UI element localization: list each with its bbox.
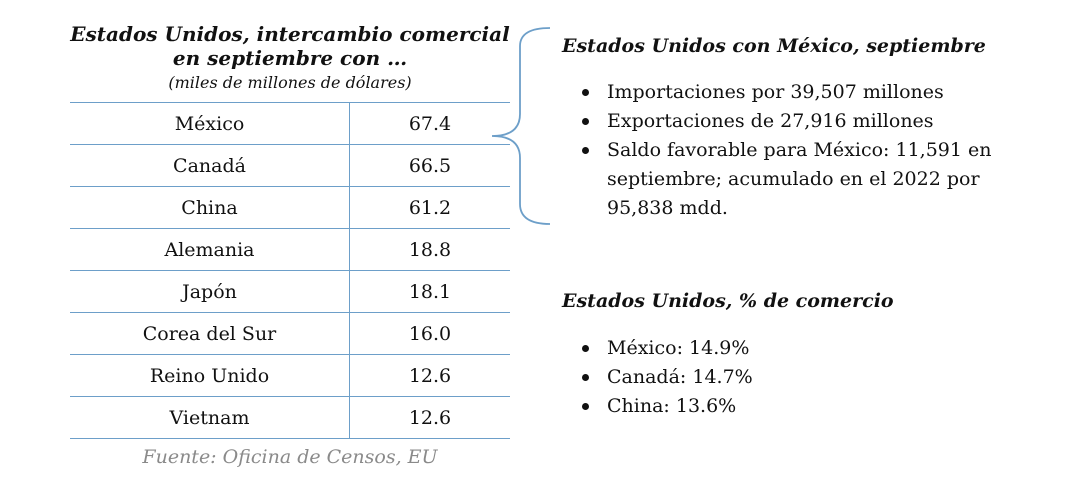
country-cell: Japón (70, 270, 350, 313)
country-cell: Corea del Sur (70, 312, 350, 355)
mexico-section-title: Estados Unidos con México, septiembre (562, 35, 986, 57)
table-row: Canadá 66.5 (70, 144, 510, 187)
country-cell: Vietnam (70, 396, 350, 439)
value-cell: 18.1 (349, 270, 510, 313)
country-cell: Reino Unido (70, 354, 350, 397)
list-item: Importaciones por 39,507 millones (562, 78, 1002, 107)
trade-table: México 67.4 Canadá 66.5 China 61.2 Alema… (70, 102, 510, 439)
table-row: Vietnam 12.6 (70, 396, 510, 439)
list-item: China: 13.6% (562, 392, 1002, 421)
table-row: Japón 18.1 (70, 270, 510, 313)
table-title: Estados Unidos, intercambio comercial en… (70, 22, 510, 70)
share-section-title: Estados Unidos, % de comercio (562, 290, 894, 312)
value-cell: 67.4 (349, 102, 510, 145)
list-item: Exportaciones de 27,916 millones (562, 107, 1002, 136)
country-cell: México (70, 102, 350, 145)
table-row: México 67.4 (70, 102, 510, 145)
table-subtitle: (miles de millones de dólares) (168, 73, 412, 92)
value-cell: 66.5 (349, 144, 510, 187)
list-item: Canadá: 14.7% (562, 363, 1002, 392)
table-row: Reino Unido 12.6 (70, 354, 510, 397)
mexico-bullet-list: Importaciones por 39,507 millones Export… (562, 78, 1002, 223)
country-cell: Canadá (70, 144, 350, 187)
table-row: Alemania 18.8 (70, 228, 510, 271)
country-cell: China (70, 186, 350, 229)
share-bullet-list: México: 14.9% Canadá: 14.7% China: 13.6% (562, 334, 1002, 421)
curly-brace-icon (491, 27, 551, 225)
value-cell: 18.8 (349, 228, 510, 271)
list-item: México: 14.9% (562, 334, 1002, 363)
value-cell: 12.6 (349, 354, 510, 397)
country-cell: Alemania (70, 228, 350, 271)
source-note: Fuente: Oficina de Censos, EU (142, 446, 438, 468)
value-cell: 61.2 (349, 186, 510, 229)
value-cell: 16.0 (349, 312, 510, 355)
list-item: Saldo favorable para México: 11,591 en s… (562, 136, 1002, 223)
value-cell: 12.6 (349, 396, 510, 439)
table-row: Corea del Sur 16.0 (70, 312, 510, 355)
table-row: China 61.2 (70, 186, 510, 229)
